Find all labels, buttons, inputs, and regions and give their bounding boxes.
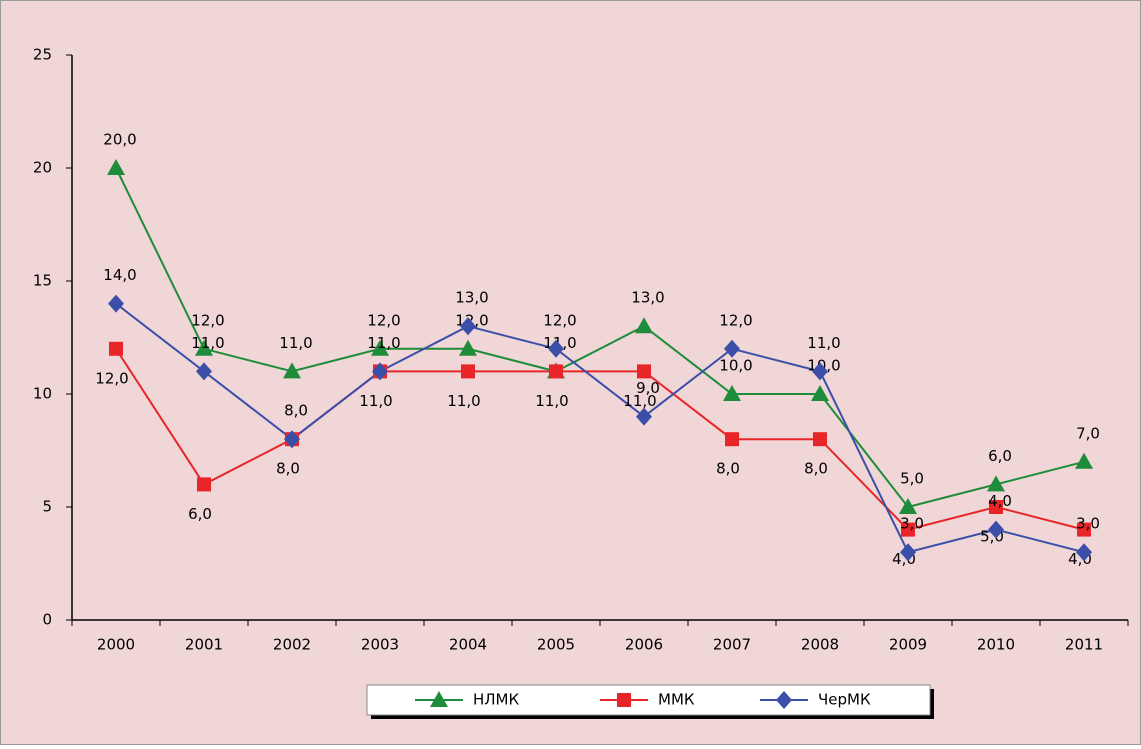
marker <box>988 520 1004 539</box>
data-label: 12,0 <box>95 369 128 387</box>
x-tick-label: 2005 <box>537 636 575 654</box>
x-tick-label: 2010 <box>977 636 1015 654</box>
series-line <box>115 348 1085 531</box>
marker <box>723 385 741 401</box>
marker <box>900 543 916 562</box>
y-tick-label: 15 <box>33 272 52 290</box>
y-tick-label: 5 <box>42 498 52 516</box>
marker <box>776 691 792 709</box>
data-label: 6,0 <box>988 447 1012 465</box>
marker <box>812 362 828 381</box>
data-label: 7,0 <box>1076 424 1100 442</box>
legend-label: НЛМК <box>473 691 520 709</box>
marker <box>460 317 476 336</box>
marker <box>987 475 1005 492</box>
marker <box>724 339 740 358</box>
marker <box>549 364 563 379</box>
x-tick-label: 2001 <box>185 636 223 654</box>
data-label: 8,0 <box>804 460 828 478</box>
marker <box>725 432 739 447</box>
marker <box>635 317 653 334</box>
data-label: 6,0 <box>188 505 212 523</box>
data-label: 10,0 <box>719 357 752 375</box>
data-label: 11,0 <box>535 392 568 410</box>
marker <box>811 385 829 401</box>
y-tick-label: 20 <box>33 159 52 177</box>
data-label: 11,0 <box>807 334 840 352</box>
data-label: 3,0 <box>1076 515 1100 533</box>
x-tick-label: 2007 <box>713 636 751 654</box>
legend-label: ЧерМК <box>818 691 871 709</box>
x-tick-label: 2003 <box>361 636 399 654</box>
marker <box>459 339 477 356</box>
marker <box>196 362 212 381</box>
data-label: 8,0 <box>716 460 740 478</box>
marker <box>284 430 300 449</box>
marker <box>637 364 651 379</box>
data-label: 14,0 <box>103 266 136 284</box>
marker <box>283 362 301 379</box>
data-label: 13,0 <box>455 289 488 307</box>
data-label: 8,0 <box>276 460 300 478</box>
marker <box>430 691 448 707</box>
marker <box>617 693 631 707</box>
x-tick-label: 2002 <box>273 636 311 654</box>
marker <box>989 500 1003 514</box>
legend-label: ММК <box>658 691 695 709</box>
x-tick-label: 2000 <box>97 636 135 654</box>
x-tick-label: 2011 <box>1065 636 1103 654</box>
legend: НЛМК ММК ЧерМК <box>366 684 934 719</box>
data-label: 11,0 <box>359 392 392 410</box>
data-label: 12,0 <box>543 311 576 329</box>
marker <box>371 339 389 356</box>
data-label: 8,0 <box>284 402 308 420</box>
y-tick-label: 10 <box>33 385 52 403</box>
y-tick-label: 0 <box>42 611 52 629</box>
data-label: 20,0 <box>103 131 136 149</box>
marker <box>107 159 125 175</box>
marker <box>108 294 124 313</box>
data-label: 5,0 <box>900 470 924 488</box>
marker <box>1076 543 1092 562</box>
marker <box>109 341 123 356</box>
x-tick-label: 2009 <box>889 636 927 654</box>
data-label: 11,0 <box>623 392 656 410</box>
marker <box>195 339 213 356</box>
marker <box>899 498 917 514</box>
data-label: 11,0 <box>447 392 480 410</box>
marker <box>1077 522 1091 537</box>
x-tick-label: 2008 <box>801 636 839 654</box>
data-label: 13,0 <box>631 289 664 307</box>
marker <box>372 362 388 381</box>
data-label: 3,0 <box>900 515 924 533</box>
data-label: 4,0 <box>988 492 1012 510</box>
marker <box>636 407 652 426</box>
x-tick-label: 2006 <box>625 636 663 654</box>
marker <box>1075 452 1093 469</box>
marker <box>197 477 211 492</box>
data-label: 12,0 <box>191 311 224 329</box>
marker <box>901 522 915 537</box>
data-label: 9,0 <box>636 379 660 397</box>
data-label: 12,0 <box>719 311 752 329</box>
data-label: 11,0 <box>279 334 312 352</box>
series-line <box>115 167 1085 509</box>
y-tick-label: 25 <box>33 46 52 64</box>
series-line <box>115 302 1085 554</box>
marker <box>461 364 475 379</box>
data-label: 11,0 <box>191 334 224 352</box>
marker <box>548 339 564 358</box>
data-label: 12,0 <box>367 311 400 329</box>
marker <box>813 432 827 447</box>
x-tick-label: 2004 <box>449 636 487 654</box>
data-label: 11,0 <box>367 334 400 352</box>
